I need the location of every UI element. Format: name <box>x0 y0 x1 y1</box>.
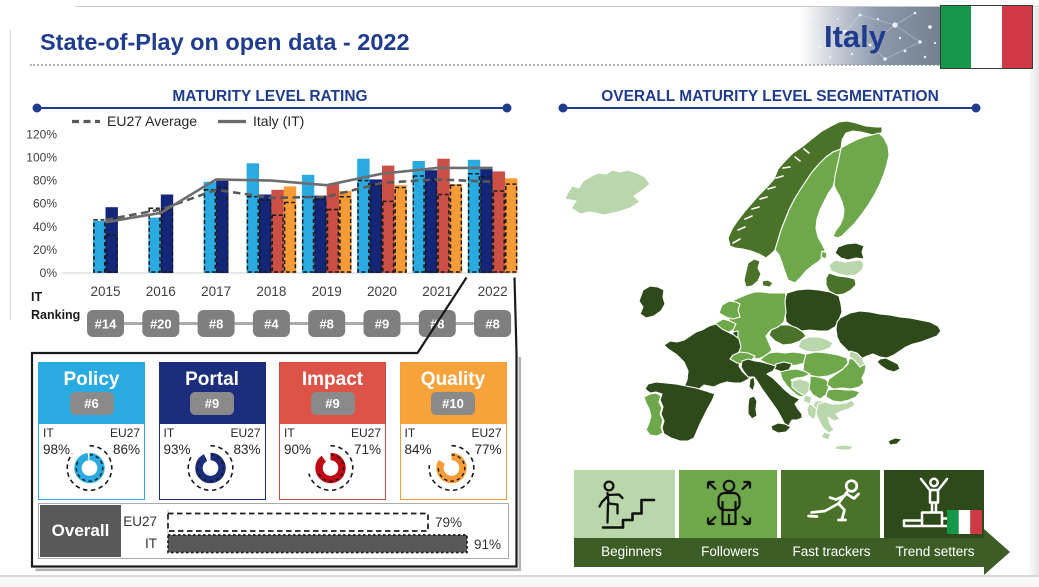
svg-text:100%: 100% <box>26 151 57 165</box>
svg-text:80%: 80% <box>33 174 57 188</box>
svg-text:2018: 2018 <box>256 284 286 299</box>
svg-text:#8: #8 <box>209 317 223 332</box>
svg-text:Ranking: Ranking <box>31 308 80 322</box>
svg-text:20%: 20% <box>33 243 57 257</box>
svg-text:91%: 91% <box>474 537 501 552</box>
svg-text:2015: 2015 <box>90 284 120 299</box>
svg-text:#20: #20 <box>150 317 172 332</box>
svg-text:#8: #8 <box>319 317 333 332</box>
svg-text:0%: 0% <box>40 266 58 280</box>
svg-text:40%: 40% <box>33 220 57 234</box>
svg-text:60%: 60% <box>33 197 57 211</box>
svg-text:2020: 2020 <box>367 284 397 299</box>
svg-text:79%: 79% <box>435 515 462 530</box>
svg-text:#9: #9 <box>375 317 389 332</box>
svg-text:2022: 2022 <box>478 284 508 299</box>
svg-text:2021: 2021 <box>422 284 452 299</box>
svg-text:#8: #8 <box>485 317 499 332</box>
svg-text:Italy (IT): Italy (IT) <box>253 113 304 129</box>
svg-text:EU27 Average: EU27 Average <box>107 113 197 129</box>
svg-text:#14: #14 <box>95 317 117 332</box>
svg-text:IT: IT <box>31 290 42 304</box>
svg-text:#4: #4 <box>264 317 279 332</box>
svg-text:2017: 2017 <box>201 284 231 299</box>
svg-text:2019: 2019 <box>312 284 342 299</box>
svg-text:2016: 2016 <box>146 284 176 299</box>
svg-text:120%: 120% <box>26 127 57 141</box>
